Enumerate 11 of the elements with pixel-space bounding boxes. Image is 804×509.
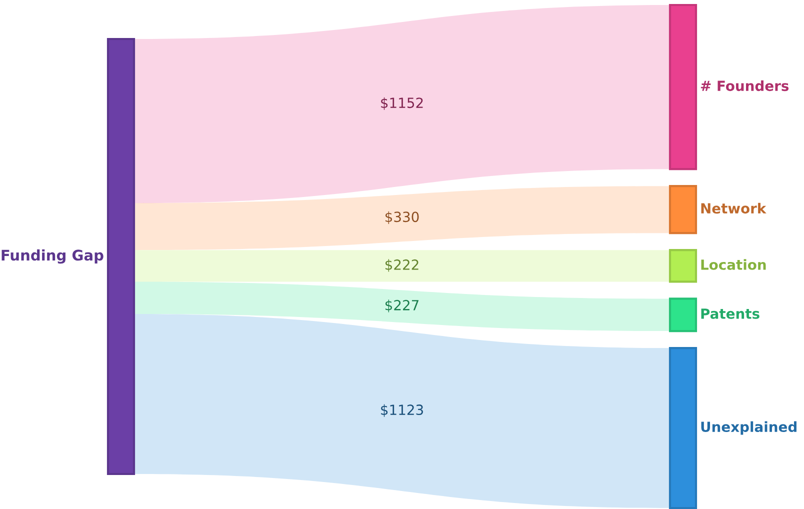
category-label: # Founders: [700, 80, 789, 92]
category-label: Location: [701, 259, 766, 270]
data-label: $1152: [381, 97, 423, 110]
category-label: Funding Gap: [2, 249, 104, 264]
data-label: $222: [385, 259, 418, 272]
data-label: $330: [385, 211, 419, 224]
data-label: $227: [385, 300, 418, 312]
category-label: Unexplained: [701, 421, 796, 435]
data-label: $1123: [381, 404, 423, 417]
category-label: Network: [701, 202, 766, 214]
category-label: Patents: [701, 308, 760, 319]
